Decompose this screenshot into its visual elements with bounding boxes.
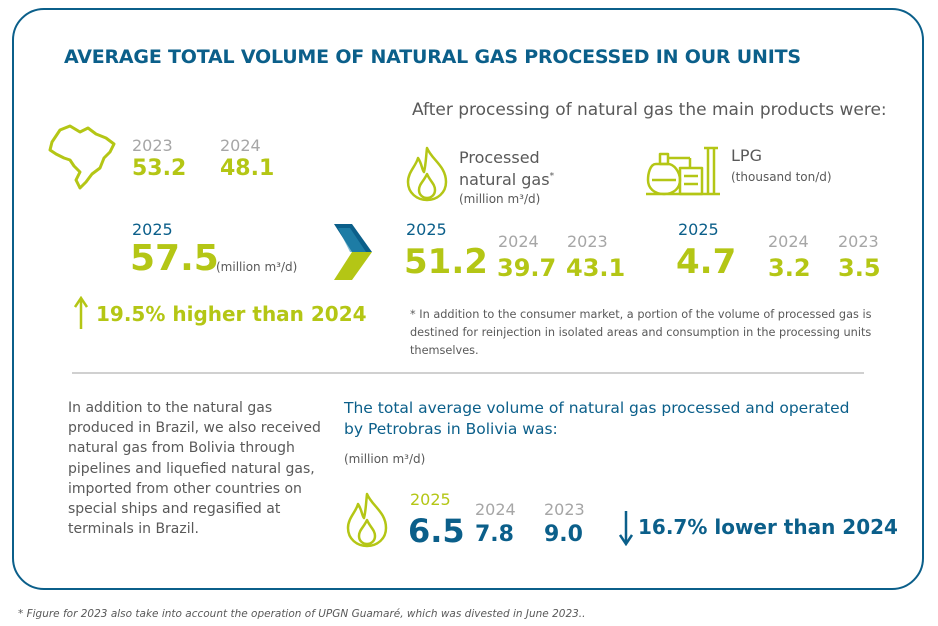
lpg-unit: (thousand ton/d) <box>731 170 832 184</box>
gas-label-line2: natural gas* <box>459 170 555 189</box>
gas-2025-label: 2025 <box>406 220 447 239</box>
infographic-card <box>12 8 924 590</box>
brazil-2024-value: 48.1 <box>220 156 275 181</box>
bolivia-2025-label: 2025 <box>410 490 451 509</box>
gas-unit: (million m³/d) <box>459 192 541 206</box>
arrow-down-icon <box>619 510 633 546</box>
page-title: AVERAGE TOTAL VOLUME OF NATURAL GAS PROC… <box>64 46 801 68</box>
bolivia-2024-label: 2024 <box>475 500 516 519</box>
lpg-2025-value: 4.7 <box>676 242 737 282</box>
imports-note: In addition to the natural gas produced … <box>68 400 321 538</box>
section-divider <box>72 372 864 374</box>
flame-icon <box>404 144 450 202</box>
products-footnote: * In addition to the consumer market, a … <box>410 308 872 357</box>
gas-2023-label: 2023 <box>567 232 608 251</box>
brazil-unit: (million m³/d) <box>216 260 298 274</box>
bolivia-unit: (million m³/d) <box>344 452 426 466</box>
brazil-2024-label: 2024 <box>220 136 261 155</box>
brazil-map-icon <box>46 120 118 192</box>
bolivia-change-text: 16.7% lower than 2024 <box>638 515 898 539</box>
chevron-right-icon <box>330 222 374 282</box>
bolivia-heading-line1: The total average volume of natural gas … <box>344 399 850 417</box>
products-intro: After processing of natural gas the main… <box>412 100 887 120</box>
gas-2025-value: 51.2 <box>404 242 488 282</box>
bolivia-heading-line2: by Petrobras in Bolivia was: <box>344 420 558 438</box>
gas-2024-value: 39.7 <box>497 254 557 282</box>
brazil-2023-value: 53.2 <box>132 156 187 181</box>
arrow-up-icon <box>74 296 88 330</box>
bolivia-2024-value: 7.8 <box>475 522 514 547</box>
lpg-2025-label: 2025 <box>678 220 719 239</box>
lpg-label: LPG <box>731 146 762 165</box>
bolivia-2023-label: 2023 <box>544 500 585 519</box>
lpg-2023-label: 2023 <box>838 232 879 251</box>
gas-2023-value: 43.1 <box>566 254 626 282</box>
brazil-2023-label: 2023 <box>132 136 173 155</box>
gas-2024-label: 2024 <box>498 232 539 251</box>
flame-icon <box>344 490 390 548</box>
bolivia-2023-value: 9.0 <box>544 522 583 547</box>
bolivia-2025-value: 6.5 <box>408 512 465 550</box>
brazil-2025-label: 2025 <box>132 220 173 239</box>
lpg-plant-icon <box>646 140 720 196</box>
footer-note: * Figure for 2023 also take into account… <box>18 608 586 620</box>
lpg-2024-label: 2024 <box>768 232 809 251</box>
lpg-2024-value: 3.2 <box>768 254 811 282</box>
gas-label-line1: Processed <box>459 148 540 167</box>
brazil-2025-value: 57.5 <box>130 238 219 279</box>
lpg-2023-value: 3.5 <box>838 254 881 282</box>
brazil-change-text: 19.5% higher than 2024 <box>96 302 367 326</box>
